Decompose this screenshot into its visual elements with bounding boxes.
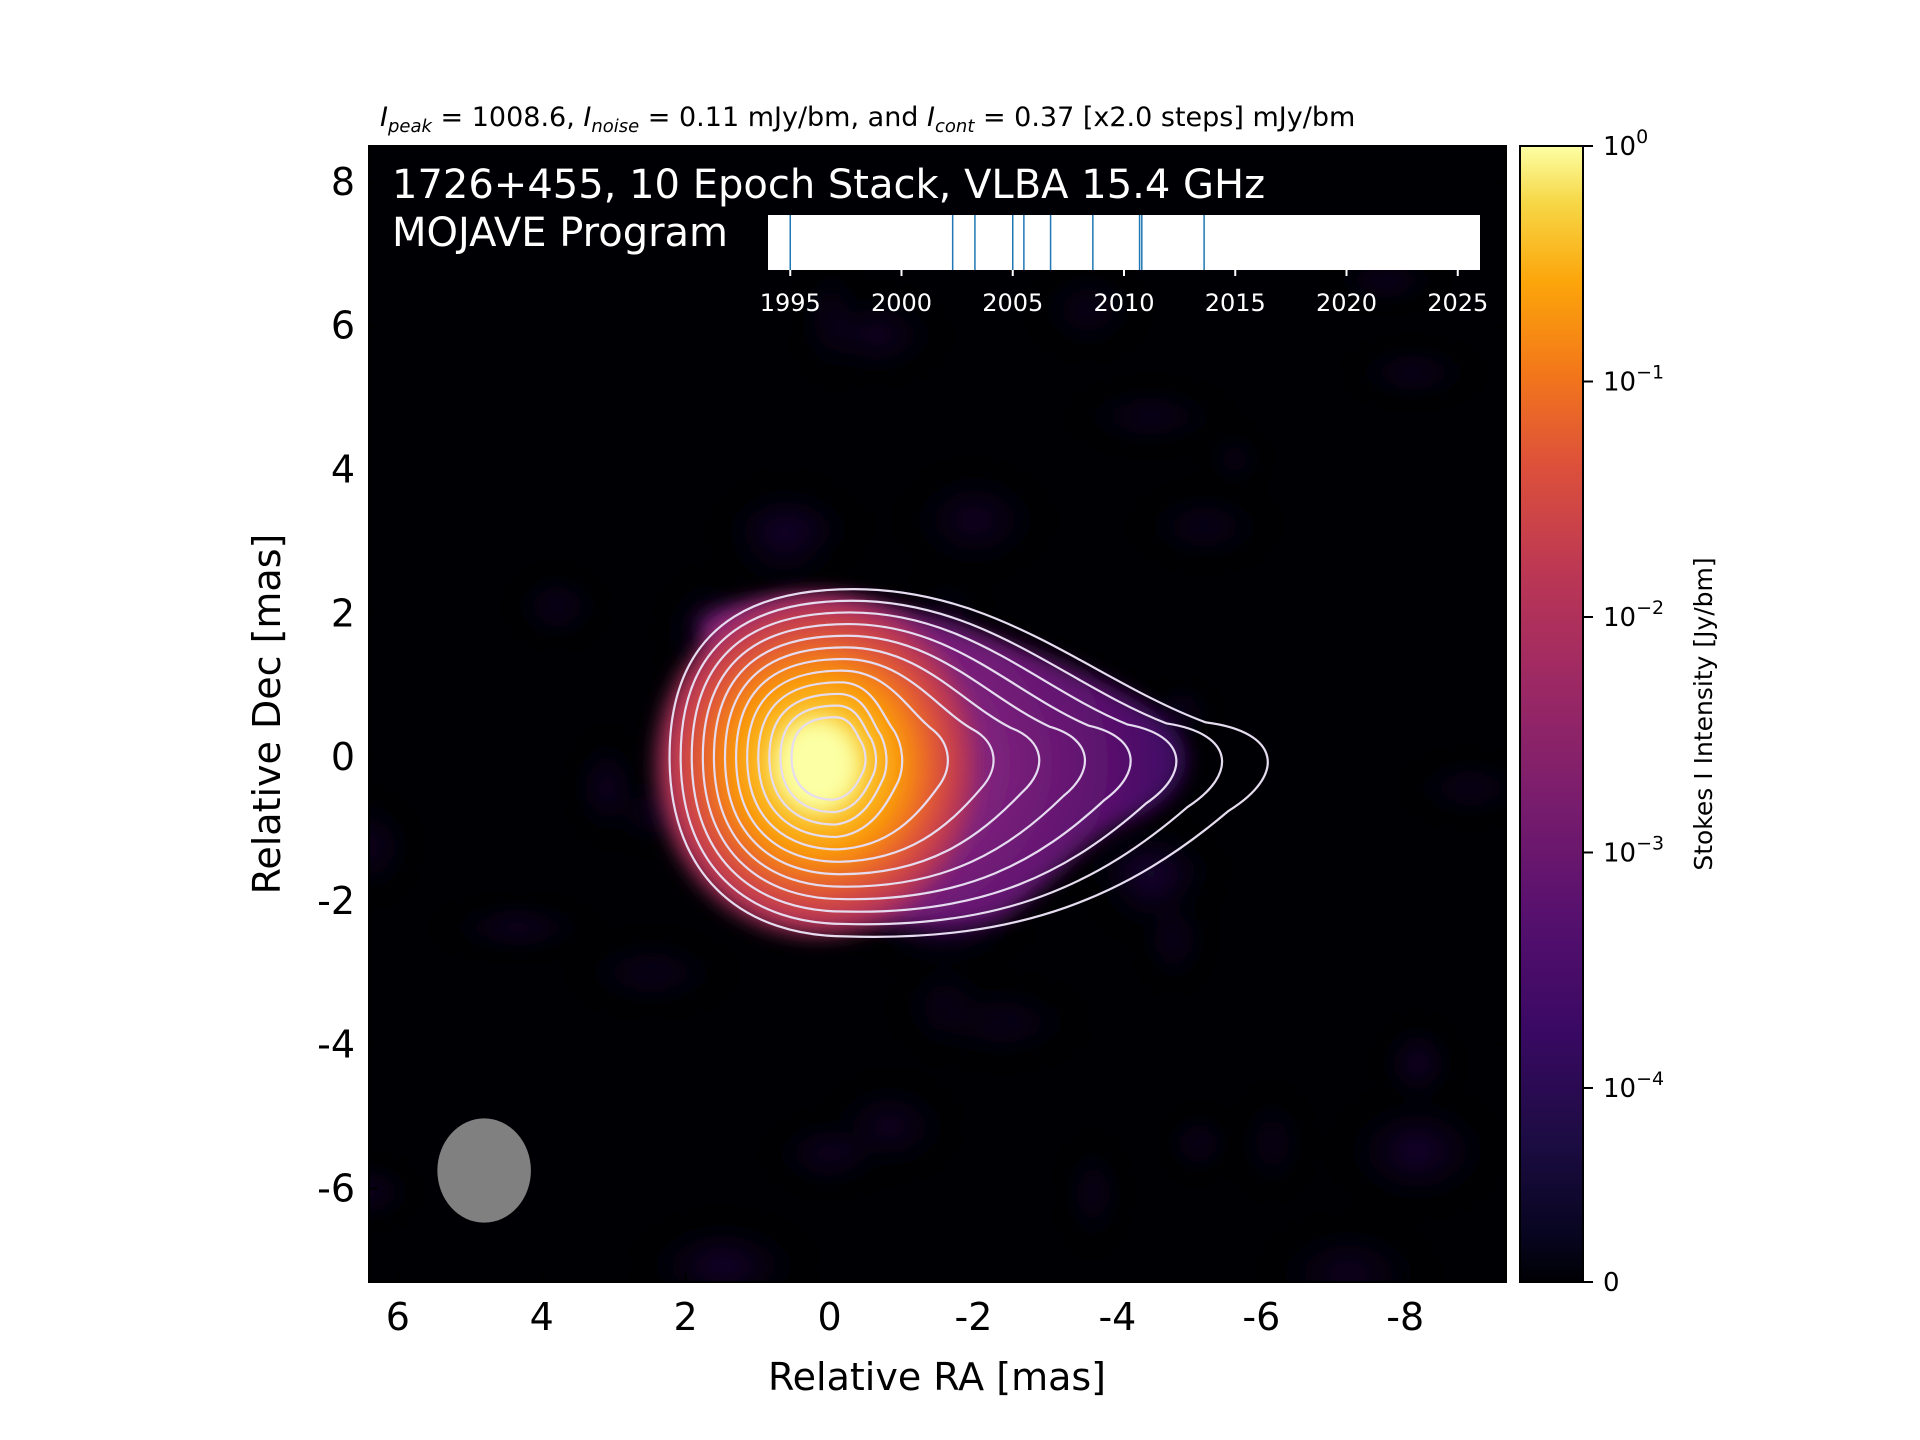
contour-level — [779, 704, 878, 814]
y-tick-label: -4 — [317, 1023, 355, 1067]
contour-level — [679, 599, 1224, 926]
y-tick-label: -6 — [317, 1167, 355, 1211]
timeline-tick-label: 2015 — [1205, 289, 1266, 317]
contour-level — [723, 646, 1041, 876]
y-axis: 8 6 4 2 0 -2 -4 -6 — [317, 160, 1506, 1211]
image-plane — [369, 146, 1506, 1282]
timeline-box — [768, 215, 1480, 270]
contour-level — [735, 657, 995, 863]
colorbar — [1519, 145, 1584, 1283]
contour-level — [790, 716, 867, 801]
x-tick-label: -6 — [1242, 1295, 1280, 1339]
timeline-tick-label: 2020 — [1316, 289, 1377, 317]
colorbar-tick-label: 10−1 — [1603, 361, 1664, 397]
contour-level — [668, 588, 1269, 938]
contour-level — [712, 634, 1087, 888]
y-tick-label: 0 — [331, 735, 355, 779]
x-tick-label: -2 — [955, 1295, 993, 1339]
source-label-line1: 1726+455, 10 Epoch Stack, VLBA 15.4 GHz — [392, 162, 1265, 208]
x-axis-label: Relative RA [mas] — [768, 1355, 1106, 1399]
y-tick-label: 6 — [331, 304, 355, 348]
x-axis: 6 4 2 0 -2 -4 -6 -8 — [386, 146, 1424, 1339]
colorbar-tick-label: 100 — [1603, 126, 1648, 162]
colorbar-tick-label: 0 — [1603, 1268, 1620, 1298]
timeline-tick-label: 1995 — [760, 289, 821, 317]
colorbar-tick-label: 10−3 — [1603, 832, 1664, 868]
contours — [668, 588, 1269, 938]
chart-title: Ipeak = 1008.6, Inoise = 0.11 mJy/bm, an… — [380, 102, 1355, 137]
colorbar-tick-label: 10−2 — [1603, 597, 1664, 633]
x-tick-label: -4 — [1098, 1295, 1136, 1339]
y-tick-label: -2 — [317, 879, 355, 923]
contour-level — [701, 622, 1132, 901]
y-axis-label: Relative Dec [mas] — [245, 534, 289, 895]
x-tick-label: 2 — [674, 1295, 698, 1339]
timeline-tick-label: 2025 — [1427, 289, 1488, 317]
x-tick-label: 0 — [817, 1295, 841, 1339]
contour-level — [757, 681, 904, 839]
timeline-tick-label: 2000 — [871, 289, 932, 317]
epoch-timeline: 1995 2000 2005 2010 2015 2020 2025 — [760, 215, 1488, 317]
timeline-tick-label: 2010 — [1093, 289, 1154, 317]
contour-level — [746, 669, 949, 851]
y-tick-label: 8 — [331, 160, 355, 204]
colorbar-tick-label: 10−4 — [1603, 1068, 1664, 1104]
x-tick-label: 4 — [530, 1295, 554, 1339]
timeline-tick-label: 2005 — [982, 289, 1043, 317]
contour-level — [690, 611, 1178, 913]
beam-ellipse — [437, 1118, 531, 1223]
x-tick-label: -8 — [1386, 1295, 1424, 1339]
plot-frame — [368, 145, 1507, 1283]
colorbar-ticks: 100 10−1 10−2 10−3 10−4 0 — [1583, 126, 1664, 1298]
source-label-line2: MOJAVE Program — [392, 210, 728, 256]
y-tick-label: 2 — [331, 591, 355, 635]
colorbar-label: Stokes I Intensity [Jy/bm] — [1689, 557, 1718, 870]
y-tick-label: 4 — [331, 448, 355, 492]
contour-level — [768, 692, 888, 826]
x-tick-label: 6 — [386, 1295, 410, 1339]
